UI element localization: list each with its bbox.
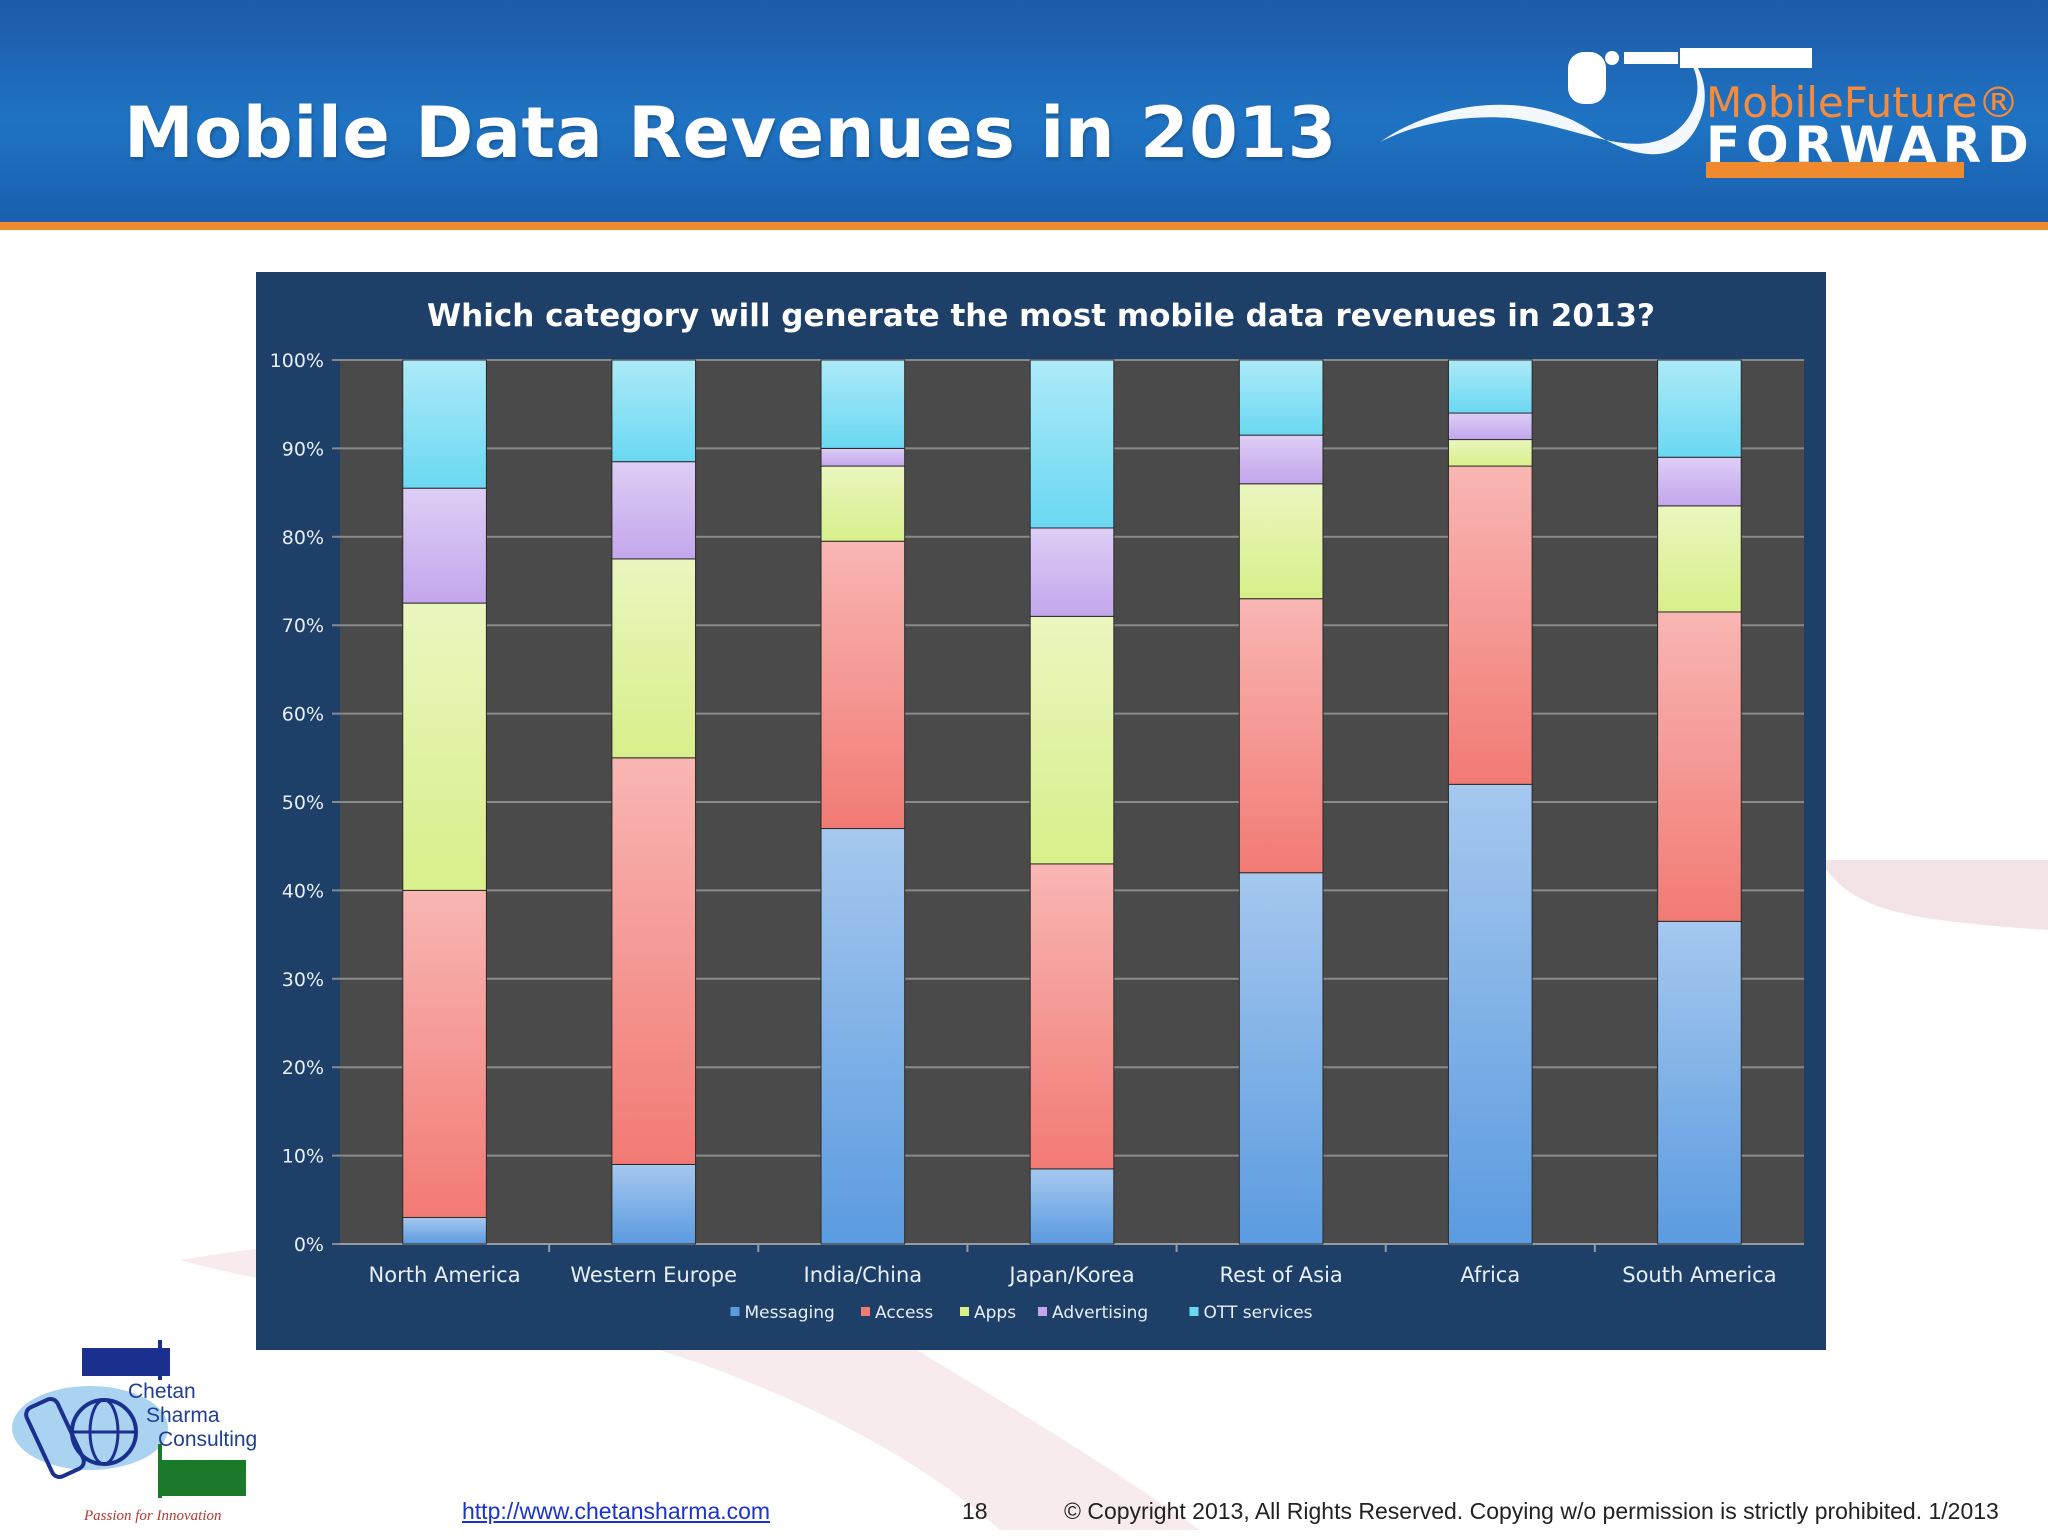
chart-panel: Which category will generate the most mo… bbox=[256, 272, 1826, 1350]
bar-segment-advertising bbox=[611, 461, 697, 560]
bar-segment-messaging bbox=[1447, 783, 1533, 1245]
bar-segment-apps bbox=[1238, 483, 1324, 600]
slide-header bbox=[0, 0, 2048, 222]
y-tick-label: 60% bbox=[282, 704, 324, 726]
bar-segment-messaging bbox=[1238, 872, 1324, 1245]
bar-segment-ott-services bbox=[402, 359, 487, 489]
bar-segment-ott-services bbox=[1447, 359, 1533, 414]
y-tick-label: 100% bbox=[270, 350, 324, 372]
x-tick-label: India/China bbox=[804, 1263, 923, 1287]
bar-segment-messaging bbox=[611, 1163, 697, 1245]
y-tick-label: 90% bbox=[282, 438, 324, 460]
logo-text-sharma: Sharma bbox=[146, 1404, 220, 1427]
legend-swatch bbox=[730, 1307, 740, 1316]
bar-segment-access bbox=[402, 889, 487, 1218]
bar-segment-apps bbox=[1657, 505, 1742, 613]
bar-segment-ott-services bbox=[820, 359, 906, 449]
bar-segment-advertising bbox=[1447, 412, 1533, 441]
brand-mobile-future-text: MobileFuture® bbox=[1706, 78, 2020, 127]
bar-segment-ott-services bbox=[1657, 359, 1742, 458]
bar-segment-ott-services bbox=[1029, 359, 1115, 529]
bar-segment-apps bbox=[1029, 615, 1115, 865]
bar-segment-access bbox=[1029, 863, 1115, 1170]
legend-swatch bbox=[1038, 1307, 1047, 1316]
legend-label: Messaging bbox=[745, 1303, 835, 1323]
bar-segment-advertising bbox=[1238, 434, 1324, 485]
chart-title: Which category will generate the most mo… bbox=[426, 298, 1656, 334]
x-tick-label: Japan/Korea bbox=[1007, 1263, 1134, 1287]
website-link[interactable]: http://www.chetansharma.com bbox=[462, 1498, 771, 1524]
y-tick-label: 20% bbox=[282, 1057, 324, 1079]
legend-swatch bbox=[960, 1307, 969, 1316]
y-tick-label: 80% bbox=[282, 527, 324, 549]
x-tick-label: Africa bbox=[1460, 1263, 1520, 1287]
bar-segment-apps bbox=[611, 558, 697, 759]
bar-segment-access bbox=[1238, 598, 1324, 874]
bar-segment-ott-services bbox=[611, 359, 697, 463]
bar-segment-messaging bbox=[1657, 920, 1742, 1245]
bar-segment-access bbox=[611, 757, 697, 1165]
tagline: Passion for Innovation bbox=[84, 1508, 222, 1524]
y-tick-label: 10% bbox=[282, 1146, 324, 1168]
y-tick-label: 70% bbox=[282, 615, 324, 637]
slide-title: Mobile Data Revenues in 2013 bbox=[124, 92, 1337, 174]
logo-text-consulting: Consulting bbox=[158, 1428, 258, 1451]
y-tick-label: 40% bbox=[282, 880, 324, 902]
y-tick-label: 30% bbox=[282, 969, 324, 991]
copyright-text: © Copyright 2013, All Rights Reserved. C… bbox=[1064, 1498, 1999, 1524]
bar-segment-advertising bbox=[1657, 456, 1742, 507]
bar-segment-messaging bbox=[820, 828, 906, 1245]
legend-label: Access bbox=[875, 1303, 933, 1323]
y-tick-label: 50% bbox=[282, 792, 324, 814]
brand-swoosh-icon bbox=[1380, 48, 1812, 155]
bar-segment-messaging bbox=[402, 1216, 487, 1245]
bar-segment-advertising bbox=[402, 487, 487, 604]
brand-orange-bar bbox=[1706, 162, 1964, 178]
x-tick-label: Western Europe bbox=[570, 1263, 737, 1287]
legend-label: Advertising bbox=[1052, 1303, 1148, 1323]
bar-segment-apps bbox=[1447, 439, 1533, 467]
bar-segment-access bbox=[820, 540, 906, 830]
header-stripe bbox=[0, 222, 2048, 230]
mobile-future-forward-logo: MobileFuture® FORWARD bbox=[1380, 30, 2029, 200]
bar-segment-apps bbox=[820, 465, 906, 542]
stacked-bar-chart: 0% 10% 20% 30% 40% 50% 60% 70% 80% 90% 100% North A… bbox=[270, 350, 1804, 1323]
legend-swatch bbox=[861, 1307, 870, 1316]
bar-segment-access bbox=[1657, 611, 1742, 922]
bar-segment-ott-services bbox=[1238, 359, 1324, 436]
y-tick-label: 0% bbox=[294, 1234, 324, 1256]
x-tick-label: South America bbox=[1622, 1263, 1776, 1287]
x-tick-label: North America bbox=[369, 1263, 521, 1287]
globe-phone-icon bbox=[12, 1340, 246, 1498]
bar-segment-messaging bbox=[1029, 1168, 1115, 1245]
bar-segment-advertising bbox=[820, 447, 906, 467]
legend-swatch bbox=[1189, 1307, 1199, 1316]
x-tick-label: Rest of Asia bbox=[1219, 1263, 1342, 1287]
legend-label: Apps bbox=[974, 1303, 1016, 1323]
bar-segment-advertising bbox=[1029, 527, 1115, 617]
chetan-sharma-consulting-logo: Chetan Sharma Consulting bbox=[8, 1340, 278, 1530]
bar-segment-access bbox=[1447, 465, 1533, 785]
legend-label: OTT services bbox=[1204, 1303, 1313, 1323]
background-swoosh bbox=[180, 860, 2048, 1530]
bar-segment-apps bbox=[402, 602, 487, 891]
logo-text-chetan: Chetan bbox=[128, 1380, 196, 1403]
page-number: 18 bbox=[962, 1498, 988, 1524]
